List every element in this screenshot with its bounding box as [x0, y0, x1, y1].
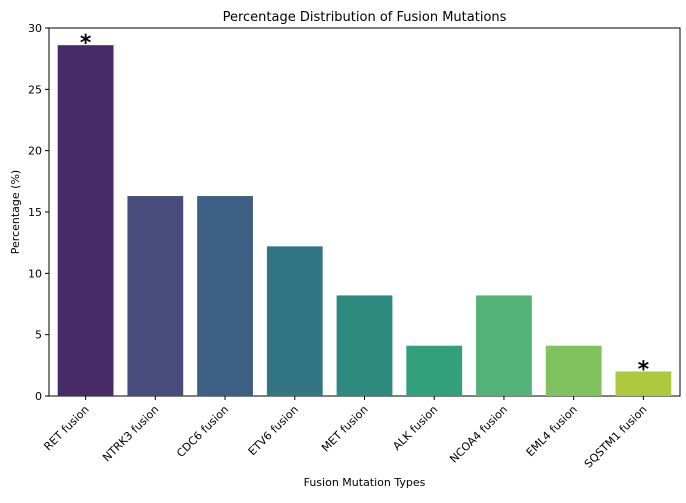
y-tick-label: 30 [28, 22, 42, 35]
x-tick-label: SQSTM1 fusion [582, 403, 650, 471]
significance-marker: * [80, 31, 92, 56]
x-axis-ticks: RET fusion NTRK3 fusion CDC6 fusion ETV6 fu… [41, 396, 650, 471]
y-axis-ticks: 0 5 10 15 20 25 30 [28, 22, 49, 403]
bar-ncoa4-fusion [476, 295, 532, 396]
bar-cdc6-fusion [197, 196, 253, 396]
x-tick-label: NCOA4 fusion [447, 403, 510, 466]
x-tick-label: NTRK3 fusion [100, 403, 161, 464]
bar-series [57, 45, 672, 396]
bar-met-fusion [336, 295, 393, 396]
bar-ntrk3-fusion [127, 196, 184, 396]
x-tick-label: RET fusion [41, 403, 91, 453]
bar-alk-fusion [406, 345, 463, 396]
y-tick-label: 0 [35, 390, 42, 403]
annotations: ** [80, 31, 650, 382]
bar-sqstm1-fusion [615, 371, 672, 396]
x-tick-label: ALK fusion [390, 403, 440, 453]
significance-marker: * [638, 357, 650, 382]
x-axis-label: Fusion Mutation Types [304, 476, 426, 489]
x-tick-label: CDC6 fusion [174, 403, 231, 460]
y-tick-label: 10 [28, 267, 42, 280]
x-tick-label: MET fusion [319, 403, 371, 455]
y-tick-label: 25 [28, 83, 42, 96]
y-tick-label: 15 [28, 206, 42, 219]
y-tick-label: 20 [28, 145, 42, 158]
bar-ret-fusion [57, 45, 114, 396]
chart-title: Percentage Distribution of Fusion Mutati… [223, 10, 507, 25]
y-axis-label: Percentage (%) [9, 170, 22, 254]
x-tick-label: ETV6 fusion [246, 403, 301, 458]
bar-eml4-fusion [545, 345, 602, 396]
y-tick-label: 5 [35, 329, 42, 342]
bar-etv6-fusion [266, 246, 323, 396]
x-tick-label: EML4 fusion [524, 403, 580, 459]
